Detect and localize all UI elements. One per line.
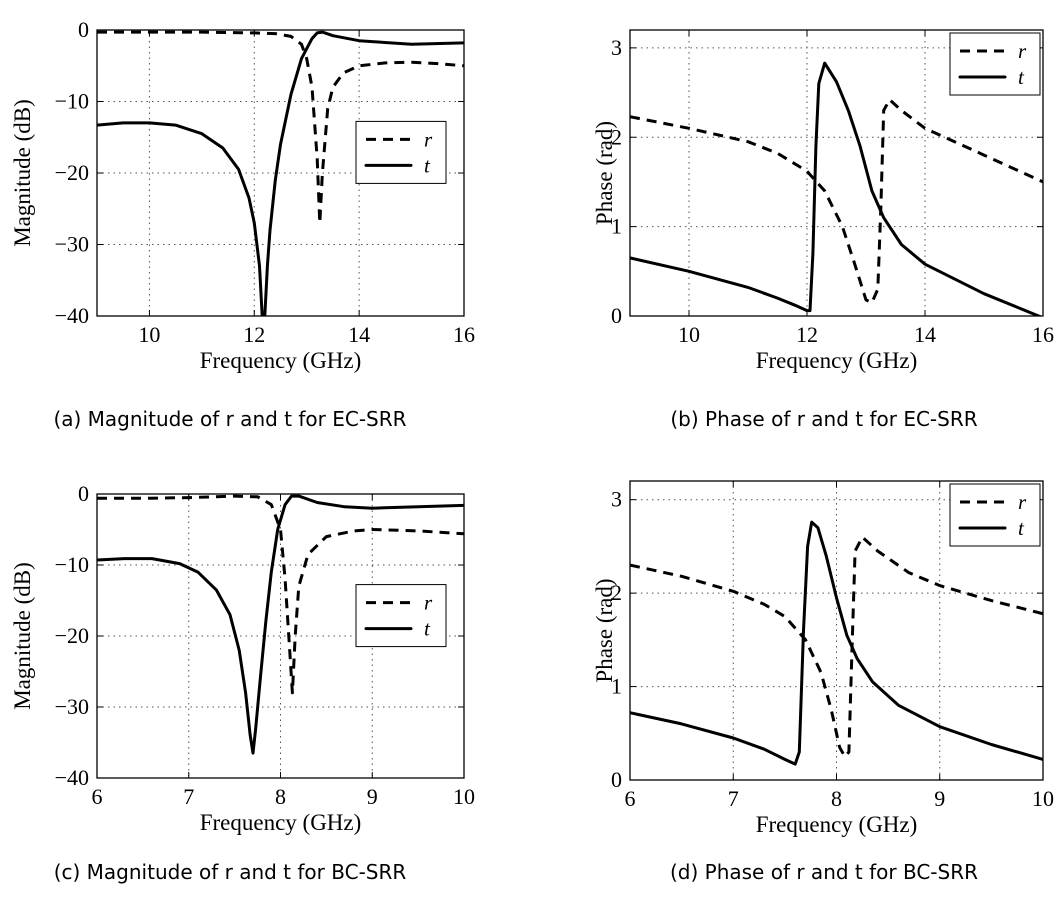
legend-label-t: t [424,153,431,177]
legend-label-r: r [1018,39,1027,63]
legend: rt [949,483,1041,547]
legend-label-r: r [1018,490,1027,514]
legend: rt [949,32,1041,96]
x-tick-label: 14 [914,322,936,347]
x-tick-label: 10 [138,322,160,347]
legend: rt [355,584,447,648]
panel-3: 6 7 8 9 10 −40 −30 −20 −10 0 rt Frequency (GHz) Magn… [10,481,475,884]
panel-1: 10 12 14 16 −40 −30 −20 −10 0 rt Frequency (GHz) Ma… [10,17,475,431]
curves [97,494,464,755]
y-tick-label: 0 [78,17,89,42]
y-tick-label: −30 [55,694,89,719]
y-tick-label: 0 [78,481,89,506]
x-tick-label: 9 [934,786,945,811]
legend-box [949,483,1041,547]
y-tick-label: 1 [611,674,622,699]
plot-frame [96,493,465,779]
series-line-t [630,61,1043,316]
series-line-r [630,535,1043,759]
x-tick-label: 16 [453,322,475,347]
legend-box [355,584,447,648]
panel-caption: (c) Magnitude of r and t for BC-SRR [54,860,407,884]
y-tick-label: 3 [611,487,622,512]
series-line-r [630,98,1043,305]
legend-label-r: r [424,591,433,615]
x-tick-label: 7 [183,784,194,809]
x-tick-label: 10 [1032,786,1054,811]
panel-4: 6 7 8 9 10 0 1 2 3 rt Frequency (GHz) Phase (rad) (d… [592,480,1054,884]
y-tick-label: −40 [55,765,89,790]
x-tick-label: 7 [728,786,739,811]
x-tick-label: 16 [1032,322,1054,347]
x-tick-label: 6 [625,786,636,811]
y-tick-label: −30 [55,232,89,257]
y-tick-label: 3 [611,35,622,60]
series-line-t [630,520,1043,766]
y-tick-label: 2 [611,124,622,149]
y-tick-label: −10 [55,89,89,114]
y-tick-label: −10 [55,552,89,577]
legend: rt [355,120,447,184]
series-line-t [97,494,464,755]
series-line-r [97,494,464,695]
x-tick-label: 14 [348,322,370,347]
legend-label-r: r [424,127,433,151]
panel-caption: (d) Phase of r and t for BC-SRR [670,860,978,884]
y-axis-label: Phase (rad) [592,121,617,225]
series-line-r [97,30,464,225]
x-axis-label: Frequency (GHz) [756,348,918,373]
legend-label-t: t [1018,516,1025,540]
panel-caption: (a) Magnitude of r and t for EC-SRR [53,407,406,431]
y-tick-label: −20 [55,160,89,185]
panel-caption: (b) Phase of r and t for EC-SRR [670,407,977,431]
x-tick-label: 9 [367,784,378,809]
y-axis-label: Phase (rad) [592,578,617,682]
plot-frame [629,480,1044,781]
x-tick-label: 8 [275,784,286,809]
x-tick-label: 12 [796,322,818,347]
x-tick-label: 6 [92,784,103,809]
y-axis-label: Magnitude (dB) [10,99,35,247]
y-tick-label: −20 [55,623,89,648]
y-axis-label: Magnitude (dB) [10,562,35,710]
x-tick-label: 10 [453,784,475,809]
curves [630,61,1043,316]
y-tick-label: −40 [55,303,89,328]
series-line-t [97,30,464,316]
curves [97,30,464,316]
y-tick-label: 1 [611,214,622,239]
curves [630,520,1043,766]
legend-label-t: t [424,617,431,641]
y-tick-label: 0 [611,767,622,792]
legend-label-t: t [1018,65,1025,89]
x-tick-label: 8 [831,786,842,811]
plot-frame [629,29,1044,317]
legend-box [355,120,447,184]
y-tick-label: 0 [611,303,622,328]
x-axis-label: Frequency (GHz) [756,812,918,837]
x-axis-label: Frequency (GHz) [200,810,362,835]
plot-frame [96,29,465,317]
legend-box [949,32,1041,96]
y-tick-label: 2 [611,580,622,605]
x-axis-label: Frequency (GHz) [200,348,362,373]
x-tick-label: 12 [243,322,265,347]
x-tick-label: 10 [678,322,700,347]
